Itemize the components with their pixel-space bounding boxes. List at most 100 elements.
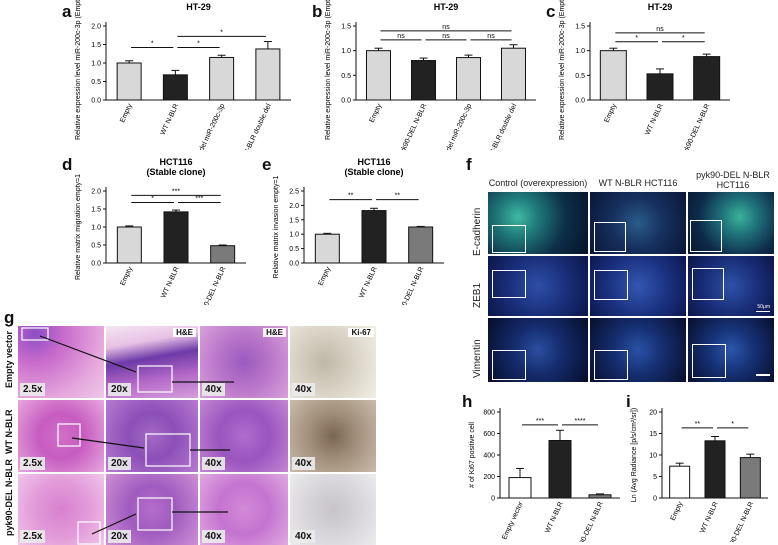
- inset-box: [77, 521, 101, 545]
- y-tick-label: 1.0: [91, 225, 101, 232]
- x-tick-label: Empty: [119, 102, 134, 123]
- zoom-arrow: [71, 437, 145, 449]
- fluor-col-label-control: Control (overexpression): [488, 178, 588, 188]
- y-tick-label: 2.0: [289, 203, 299, 210]
- chart-c: HT-29 Relative expression level miR-200c-…: [559, 0, 730, 150]
- he-tile-pyk90-2.5x: 2.5x: [18, 474, 104, 545]
- y-axis-label: Relative expression level miR-200c-3p (E…: [559, 0, 566, 140]
- y-tick-label: 2.0: [91, 189, 101, 196]
- magnification-label: 40x: [202, 530, 225, 543]
- panel-letter-a: a: [62, 2, 72, 21]
- fluor-tile-ecadherin-wt: [590, 192, 686, 254]
- y-tick-label: 0.0: [91, 98, 101, 105]
- x-tick-label: pyk90-DEL N-BLR: [681, 103, 712, 150]
- magnification-label: 20x: [108, 457, 131, 470]
- panel-letter-e: e: [262, 155, 272, 174]
- inset-box: [21, 327, 49, 341]
- x-tick-label: pyk90-DEL N-BLR: [197, 266, 228, 305]
- chart-title: HT-29: [648, 2, 673, 12]
- histology-panel: Empty vector WT N-BLR pyk90-DEL N-BLR 2.…: [0, 326, 378, 545]
- significance-label: ns: [397, 33, 405, 40]
- bar-empty: [314, 233, 340, 264]
- scale-bar: [756, 310, 770, 312]
- fluor-inset: [692, 344, 726, 378]
- y-axis-label: Relative matrix invasion empty=1: [273, 175, 280, 278]
- bar-wt-n-blr-del-mir-200c-3p: [209, 56, 235, 101]
- he-tile-empty-2.5x: 2.5x: [18, 326, 104, 398]
- magnification-label: 40x: [202, 383, 225, 396]
- y-tick-label: 1.0: [341, 48, 351, 55]
- y-tick-label: 1.0: [289, 232, 299, 239]
- y-tick-label: 800: [483, 410, 495, 417]
- ki67-tile-pyk90-40x: 40x: [290, 474, 376, 545]
- significance-label: *: [197, 40, 200, 47]
- fluor-tile-zeb1-wt: [590, 256, 686, 316]
- fluor-tile-zeb1-pyk90: 50μm: [688, 256, 774, 316]
- magnification-label: 40x: [292, 457, 315, 470]
- y-tick-label: 2.5: [289, 189, 299, 196]
- he-tile-pyk90-20x: 20x: [106, 474, 198, 545]
- y-tick-label: 0.0: [575, 98, 585, 105]
- chart-h: # of Ki67 positive cell 0 200 400 600 800 Empt…: [469, 408, 620, 542]
- magnification-label: 40x: [292, 530, 315, 543]
- bar-wt-n-blr: [704, 440, 726, 499]
- significance-label: ns: [487, 33, 495, 40]
- x-tick-label: pyk90-DEL N-BLR double del: [473, 102, 518, 150]
- y-tick-label: 2.0: [91, 24, 101, 31]
- significance-label: **: [348, 193, 354, 200]
- stain-label: H&E: [263, 328, 286, 337]
- chart-d: HCT116(Stable clone) Relative matrix migr…: [75, 157, 246, 305]
- y-tick-label: 0: [491, 496, 495, 503]
- inset-box: [145, 433, 191, 467]
- ki67-tile-empty-40x: Ki-67 40x: [290, 326, 376, 398]
- magnification-label: 20x: [108, 530, 131, 543]
- x-tick-label: WT N-BLR: [644, 103, 665, 137]
- y-tick-label: 0.5: [91, 243, 101, 250]
- significance-label: ns: [442, 24, 450, 31]
- y-axis-label: Relative matrix migration empty=1: [75, 174, 82, 280]
- x-tick-label: WT N-BLR: [160, 266, 181, 300]
- panel-letter-g: g: [4, 308, 15, 327]
- significance-label: ns: [442, 33, 450, 40]
- stain-label: Ki-67: [348, 328, 374, 337]
- panel-letter-b: b: [312, 2, 323, 21]
- y-tick-label: 0.0: [341, 98, 351, 105]
- x-tick-label: WT N-BLR double del: [238, 102, 273, 150]
- bar-pyk90-del-n-blr-del-mir-200c-3p: [456, 57, 481, 101]
- x-tick-label: Empty vector: [501, 500, 525, 541]
- fluor-tile-ecadherin-control: [488, 192, 588, 254]
- bar-wt-n-blr: [162, 74, 188, 101]
- x-tick-label: Empty: [670, 500, 685, 521]
- x-tick-label: Empty: [317, 265, 332, 286]
- chart-title: HT-29: [434, 2, 459, 12]
- chart-subtitle: (Stable clone): [146, 167, 205, 177]
- significance-label: ***: [172, 188, 180, 195]
- y-tick-label: 0.5: [575, 73, 585, 80]
- chart-title: HCT116: [159, 157, 192, 167]
- y-tick-label: 0.5: [341, 73, 351, 80]
- y-axis-label: # of Ki67 positive cell: [469, 422, 476, 488]
- y-tick-label: 5: [653, 474, 657, 481]
- x-tick-label: Empty: [603, 102, 618, 123]
- y-tick-label: 1.5: [341, 24, 351, 31]
- bar-empty: [116, 226, 142, 264]
- x-tick-label: Empty: [119, 265, 134, 286]
- significance-label: **: [695, 421, 701, 428]
- bar-pyk90-del-n-blr: [693, 56, 721, 101]
- y-tick-label: 15: [649, 431, 657, 438]
- y-tick-label: 1.5: [91, 207, 101, 214]
- fluor-tile-ecadherin-pyk90: [688, 192, 774, 254]
- fluor-inset: [594, 350, 628, 380]
- bar-wt-n-blr: [646, 73, 674, 101]
- chart-title: HCT116: [357, 157, 390, 167]
- bar-empty: [116, 62, 142, 101]
- bar-pyk90-del-n-blr: [739, 457, 761, 499]
- x-tick-label: pyk90-DEL N-BLR: [725, 501, 756, 542]
- bar-pyk90-del-n-blr-double-del: [501, 47, 526, 101]
- fluorescence-panel: Control (overexpression) WT N-BLR HCT116…: [470, 170, 775, 385]
- fluor-row-label-vimentin: Vimentin: [472, 339, 483, 378]
- y-tick-label: 0.5: [91, 79, 101, 86]
- panel-letter-d: d: [62, 155, 73, 174]
- panel-letter-h: h: [462, 392, 473, 411]
- fluor-col-label-wt: WT N-BLR HCT116: [598, 178, 678, 188]
